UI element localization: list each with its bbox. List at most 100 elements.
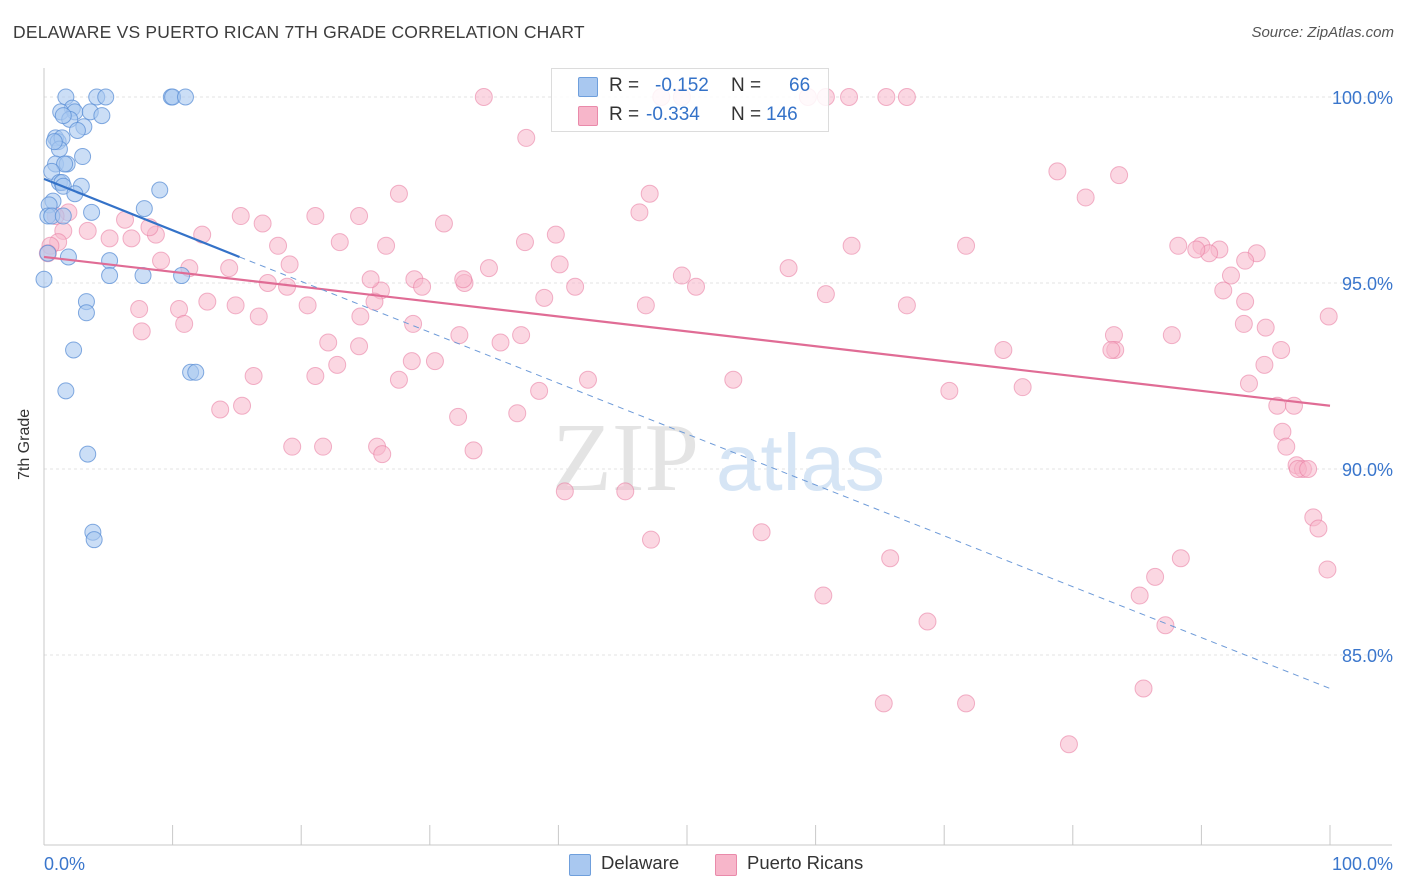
puerto-ricans-point (298, 296, 317, 315)
puerto-ricans-point (1171, 549, 1190, 568)
legend-row-puerto-ricans: R = -0.334 N = 146 (552, 100, 828, 130)
puerto-ricans-point (402, 352, 421, 371)
puerto-ricans-point (897, 88, 916, 106)
puerto-ricans-point (450, 326, 469, 345)
puerto-ricans-point (1187, 240, 1206, 259)
puerto-ricans-point (1162, 326, 1181, 345)
puerto-ricans-point (350, 337, 369, 356)
puerto-ricans-point (517, 128, 536, 147)
delaware-point (77, 304, 95, 322)
puerto-ricans-point (550, 255, 569, 274)
puerto-ricans-point (373, 445, 392, 464)
puerto-ricans-point (330, 233, 349, 252)
delaware-point (54, 207, 72, 225)
chart-title: DELAWARE VS PUERTO RICAN 7TH GRADE CORRE… (13, 22, 585, 42)
puerto-ricans-point (578, 370, 597, 389)
puerto-ricans-point (1156, 616, 1175, 635)
puerto-ricans-point (1048, 162, 1067, 181)
puerto-ricans-point (306, 367, 325, 385)
puerto-ricans-point (1104, 326, 1123, 345)
y-tick-label: 95.0% (1342, 274, 1393, 294)
delaware-point (59, 248, 77, 266)
puerto-ricans-point (1277, 437, 1296, 456)
puerto-ricans-point (957, 694, 976, 713)
puerto-ricans-point (413, 277, 432, 296)
puerto-ricans-point (249, 307, 268, 326)
puerto-ricans-point (253, 214, 272, 233)
legend-n-label: N = (731, 104, 762, 125)
legend-n-label: N = (731, 75, 762, 96)
puerto-ricans-point (130, 300, 149, 319)
legend-n-value: 66 (789, 75, 811, 96)
puerto-ricans-point (1110, 166, 1129, 185)
puerto-ricans-point (152, 251, 171, 270)
puerto-ricans-point (630, 203, 649, 222)
puerto-ricans-point (1214, 281, 1233, 300)
puerto-ricans-point (874, 694, 893, 713)
puerto-ricans-point (425, 352, 444, 371)
puerto-ricans-point (957, 236, 976, 255)
delaware-point (187, 363, 205, 381)
puerto-ricans-point (840, 88, 859, 106)
puerto-ricans-point (78, 221, 97, 240)
delaware-trend-line-dashed (239, 256, 1331, 689)
legend-r-value: -0.334 (646, 104, 700, 125)
puerto-ricans-point (389, 370, 408, 389)
puerto-ricans-point (616, 482, 635, 501)
puerto-ricans-point (940, 381, 959, 400)
delaware-points (35, 88, 205, 549)
puerto-ricans-point (122, 229, 141, 248)
puerto-ricans-point (1236, 251, 1255, 270)
delaware-point (74, 148, 92, 166)
puerto-ricans-point (1272, 340, 1291, 359)
puerto-ricans-point (211, 400, 230, 419)
delaware-point (85, 531, 103, 549)
puerto-ricans-point (1239, 374, 1258, 393)
puerto-ricans-point (314, 437, 333, 456)
puerto-ricans-point (1221, 266, 1240, 285)
delaware-point (151, 181, 169, 199)
delaware-point (56, 155, 74, 173)
delaware-point (35, 270, 53, 288)
puerto-ricans-point (555, 482, 574, 501)
puerto-ricans-point (328, 355, 347, 374)
puerto-ricans-point (1319, 307, 1338, 326)
delaware-point (68, 121, 86, 139)
puerto-ricans-point (1299, 460, 1318, 478)
puerto-ricans-point (535, 288, 554, 307)
puerto-ricans-point (752, 523, 771, 542)
tick-labels: 85.0% 90.0% 95.0% 100.0% 0.0% 100.0% (44, 88, 1393, 874)
puerto-ricans-point (283, 437, 302, 456)
puerto-ricans-point (220, 259, 239, 278)
puerto-ricans-point (474, 88, 493, 106)
puerto-ricans-legend-label: Puerto Ricans (747, 852, 864, 873)
delaware-point (54, 107, 72, 125)
puerto-ricans-point (641, 530, 660, 549)
delaware-point (101, 267, 119, 285)
puerto-ricans-point (100, 229, 119, 248)
y-axis-label: 7th Grade (16, 408, 33, 480)
y-tick-label: 90.0% (1342, 460, 1393, 480)
y-tick-label: 85.0% (1342, 646, 1393, 666)
puerto-ricans-point (546, 225, 565, 244)
puerto-ricans-point (842, 236, 861, 255)
delaware-point (45, 133, 63, 151)
legend-row-delaware: R = -0.152 N = 66 (552, 71, 828, 101)
puerto-ricans-point (464, 441, 483, 460)
puerto-ricans-point (1013, 378, 1032, 397)
puerto-ricans-trend-line (43, 255, 1331, 407)
puerto-ricans-legend-swatch (715, 854, 737, 876)
puerto-ricans-points (38, 88, 1338, 754)
puerto-ricans-point (389, 184, 408, 203)
delaware-point (93, 107, 111, 125)
puerto-ricans-point (566, 277, 585, 296)
trend-lines (43, 177, 1331, 689)
puerto-ricans-point (269, 236, 288, 255)
puerto-ricans-point (1273, 422, 1292, 441)
puerto-ricans-point (881, 549, 900, 568)
delaware-point (57, 382, 75, 400)
puerto-ricans-point (814, 586, 833, 605)
x-tick-label-min: 0.0% (44, 854, 85, 874)
correlation-legend: R = -0.152 N = 66 R = -0.334 N = 146 (551, 68, 829, 132)
